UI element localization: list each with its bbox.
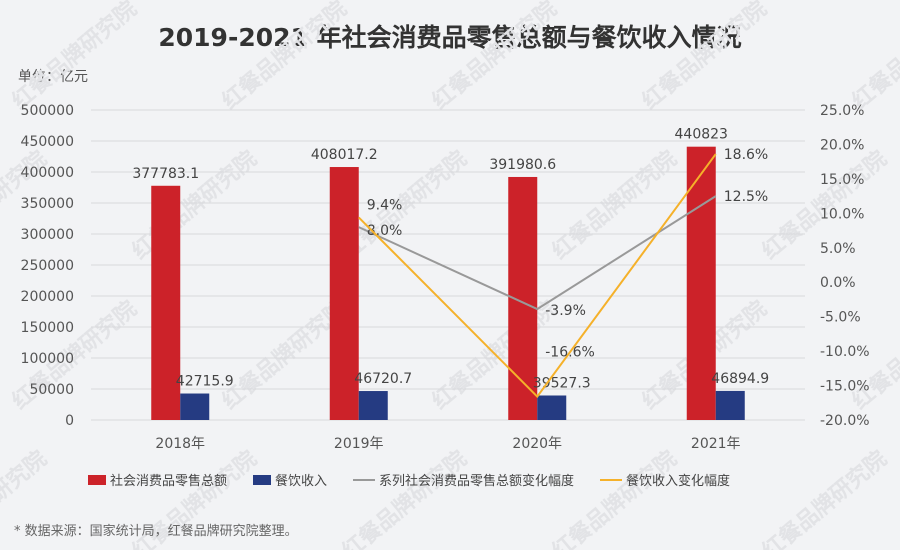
bar-data-label: 46720.7 <box>354 371 412 387</box>
right-axis-tick: 25.0% <box>820 103 864 119</box>
legend-swatch <box>353 478 376 481</box>
bar-data-label: 377783.1 <box>132 166 199 182</box>
legend-label: 社会消费品零售总额 <box>110 474 228 489</box>
watermark-text: 红餐品牌研究院 <box>217 0 352 115</box>
legend: 社会消费品零售总额 餐饮收入 系列社会消费品零售总额变化幅度 餐饮收入变化幅度 <box>88 470 730 489</box>
watermark-text: 红餐品牌研究院 <box>757 446 892 550</box>
bar-data-label: 42715.9 <box>176 374 234 390</box>
legend-label: 餐饮收入 <box>275 474 328 489</box>
watermark-text: 红餐品牌研究院 <box>547 446 682 550</box>
line-data-label: 18.6% <box>724 147 768 163</box>
bar-catering <box>180 393 210 420</box>
watermark-text: 红餐品牌研究院 <box>427 0 562 115</box>
bar-data-label: 440823 <box>675 127 728 143</box>
watermark-text: 红餐品牌研究院 <box>637 0 772 115</box>
right-axis-tick: -20.0% <box>820 413 870 429</box>
legend-swatch <box>88 474 106 485</box>
legend-label: 系列社会消费品零售总额变化幅度 <box>379 474 575 489</box>
bar-data-label: 391980.6 <box>489 157 556 173</box>
line-data-label: 9.4% <box>367 197 403 213</box>
watermark-text: 红餐品牌研究院 <box>7 0 142 115</box>
left-axis-tick: 500000 <box>21 103 74 119</box>
legend-item: 社会消费品零售总额 <box>88 470 227 489</box>
legend-item: 系列社会消费品零售总额变化幅度 <box>353 470 574 489</box>
left-axis-tick: 50000 <box>29 382 74 398</box>
right-axis-tick: -5.0% <box>820 310 861 326</box>
bar-catering <box>537 395 567 420</box>
line-data-label: -3.9% <box>545 303 586 319</box>
bar-catering <box>358 391 388 420</box>
line-data-label: -16.6% <box>545 345 595 361</box>
left-axis-tick: 300000 <box>21 227 74 243</box>
right-axis-tick: 15.0% <box>820 172 864 188</box>
watermark-text: 红餐品牌研究院 <box>547 146 682 265</box>
x-axis-tick: 2019年 <box>334 436 384 452</box>
left-axis-tick: 100000 <box>21 351 74 367</box>
right-axis-tick: -10.0% <box>820 344 870 360</box>
x-axis-tick: 2018年 <box>155 436 205 452</box>
left-axis-tick: 0 <box>65 413 74 429</box>
unit-label: 单位：亿元 <box>18 69 88 85</box>
right-axis-tick: 10.0% <box>820 206 864 222</box>
right-axis-tick: 5.0% <box>820 241 856 257</box>
legend-swatch <box>253 474 272 485</box>
legend-swatch <box>600 478 623 481</box>
watermark-text: 红餐品牌研究院 <box>127 146 262 265</box>
source-note: * 数据来源：国家统计局，红餐品牌研究院整理。 <box>14 524 298 539</box>
left-axis-tick: 150000 <box>21 320 74 336</box>
bar-data-label: 39527.3 <box>533 375 591 391</box>
legend-item: 餐饮收入 <box>253 470 327 489</box>
watermark-text: 红餐品牌研究院 <box>847 0 900 115</box>
line-catering-change <box>358 153 717 399</box>
right-axis-tick: 0.0% <box>820 275 856 291</box>
watermark-text: 红餐品牌研究院 <box>337 446 472 550</box>
left-axis-tick: 450000 <box>21 134 74 150</box>
x-axis-tick: 2020年 <box>512 436 562 452</box>
left-axis-tick: 250000 <box>21 258 74 274</box>
bar-data-label: 408017.2 <box>311 147 378 163</box>
bar-retail <box>151 185 181 420</box>
left-axis-tick: 350000 <box>21 196 74 212</box>
line-data-label: 12.5% <box>724 189 768 205</box>
legend-item: 餐饮收入变化幅度 <box>600 470 730 489</box>
left-axis-tick: 400000 <box>21 165 74 181</box>
bar-catering <box>715 390 745 420</box>
bar-retail <box>686 146 716 420</box>
chart-title: 2019-2021 年社会消费品零售总额与餐饮收入情况 <box>158 23 742 52</box>
x-axis-tick: 2021年 <box>691 436 741 452</box>
legend-label: 餐饮收入变化幅度 <box>626 474 731 489</box>
right-axis-tick: -15.0% <box>820 379 870 395</box>
left-axis-tick: 200000 <box>21 289 74 305</box>
bar-retail <box>329 167 359 420</box>
right-axis-tick: 20.0% <box>820 137 864 153</box>
bar-data-label: 46894.9 <box>711 371 769 387</box>
